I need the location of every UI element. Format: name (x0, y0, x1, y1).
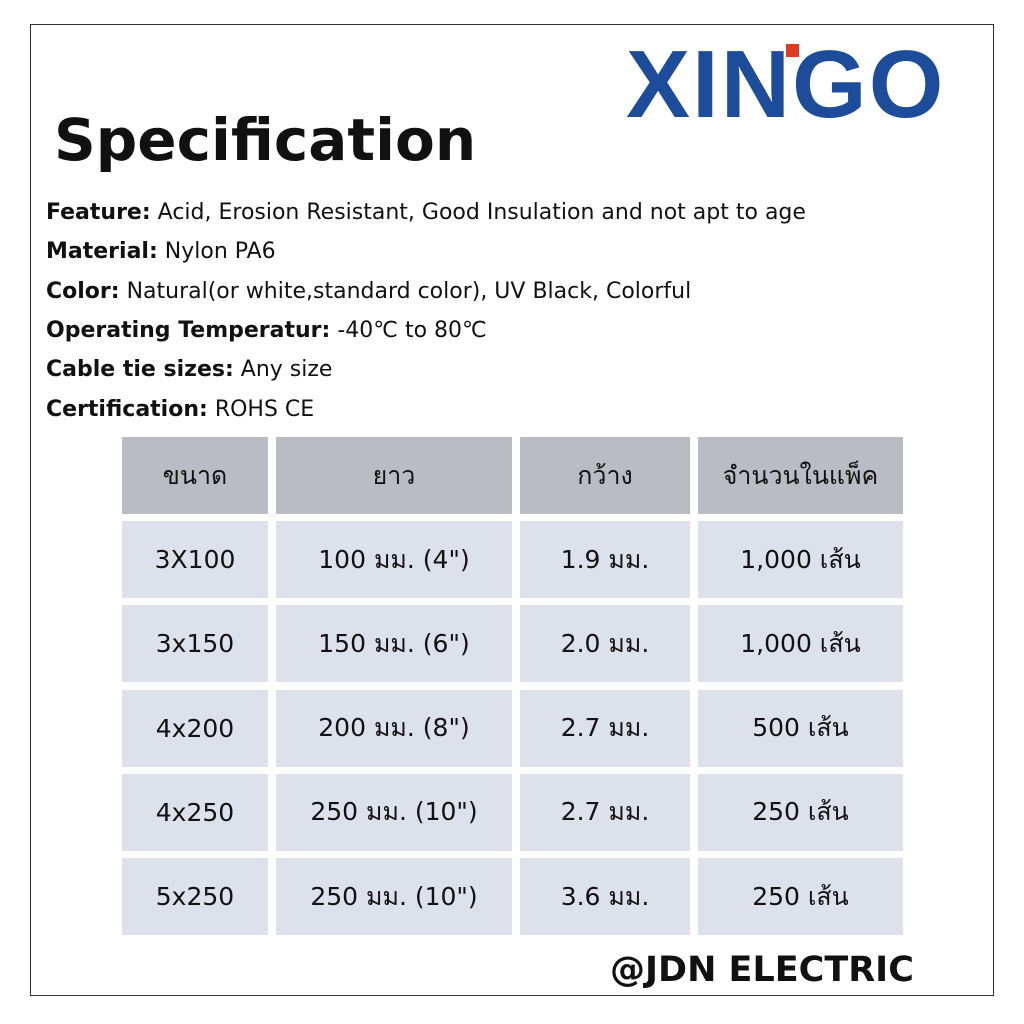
table-cell: 250 เส้น (698, 858, 903, 936)
table-cell: 5x250 (122, 858, 268, 936)
table-cell: 2.7 มม. (520, 773, 690, 851)
logo-dot (786, 44, 799, 57)
table-cell: 200 มม. (8") (276, 689, 512, 767)
table-cell: 4x250 (122, 773, 268, 851)
table-cell: 3.6 มม. (520, 858, 690, 936)
table-cell: 2.7 มม. (520, 689, 690, 767)
table-cell: 3x150 (122, 605, 268, 683)
spec-line: Operating Temperatur: -40℃ to 80℃ (46, 316, 487, 346)
table-cell: 250 เส้น (698, 773, 903, 851)
header-cell: จำนวนในแพ็ค (698, 437, 903, 514)
spec-value: ROHS CE (214, 396, 315, 422)
spec-value: Acid, Erosion Resistant, Good Insulation… (157, 200, 806, 225)
spec-label: Cable tie sizes: (46, 357, 234, 383)
table-cell: 1.9 มม. (520, 521, 690, 598)
table-cell: 4x200 (122, 689, 268, 767)
frame (30, 24, 994, 996)
spec-label: Material: (46, 239, 158, 265)
table-cell: 150 มม. (6") (276, 605, 512, 683)
table-cell: 250 มม. (10") (276, 858, 512, 936)
spec-line: Color: Natural(or white,standard color),… (46, 277, 691, 307)
spec-value: Any size (240, 357, 333, 383)
spec-line: Feature: Acid, Erosion Resistant, Good I… (46, 198, 806, 228)
spec-label: Color: (46, 278, 120, 304)
table-cell: 3X100 (122, 521, 268, 598)
spec-value: Nylon PA6 (164, 239, 276, 265)
spec-label: Operating Temperatur: (46, 317, 331, 343)
header-cell: ยาว (276, 437, 512, 514)
logo: XINGO (626, 31, 946, 138)
table-cell: 100 มม. (4") (276, 521, 512, 598)
spec-value: Natural(or white,standard color), UV Bla… (126, 278, 692, 304)
table-cell: 2.0 มม. (520, 605, 690, 683)
spec-line: Certification: ROHS CE (46, 395, 314, 425)
spec-label: Feature: (46, 200, 151, 225)
header-cell: ขนาด (122, 437, 268, 514)
table-cell: 250 มม. (10") (276, 773, 512, 851)
spec-line: Material: Nylon PA6 (46, 237, 276, 267)
title: Specification (54, 106, 477, 174)
footer: @JDN ELECTRIC (610, 950, 914, 990)
table-cell: 500 เส้น (698, 689, 903, 767)
header-cell: กว้าง (520, 437, 690, 514)
spec-label: Certification: (46, 396, 208, 422)
table-cell: 1,000 เส้น (698, 605, 903, 683)
spec-value: -40℃ to 80℃ (337, 317, 487, 343)
spec-line: Cable tie sizes: Any size (46, 355, 332, 385)
table-cell: 1,000 เส้น (698, 521, 903, 598)
